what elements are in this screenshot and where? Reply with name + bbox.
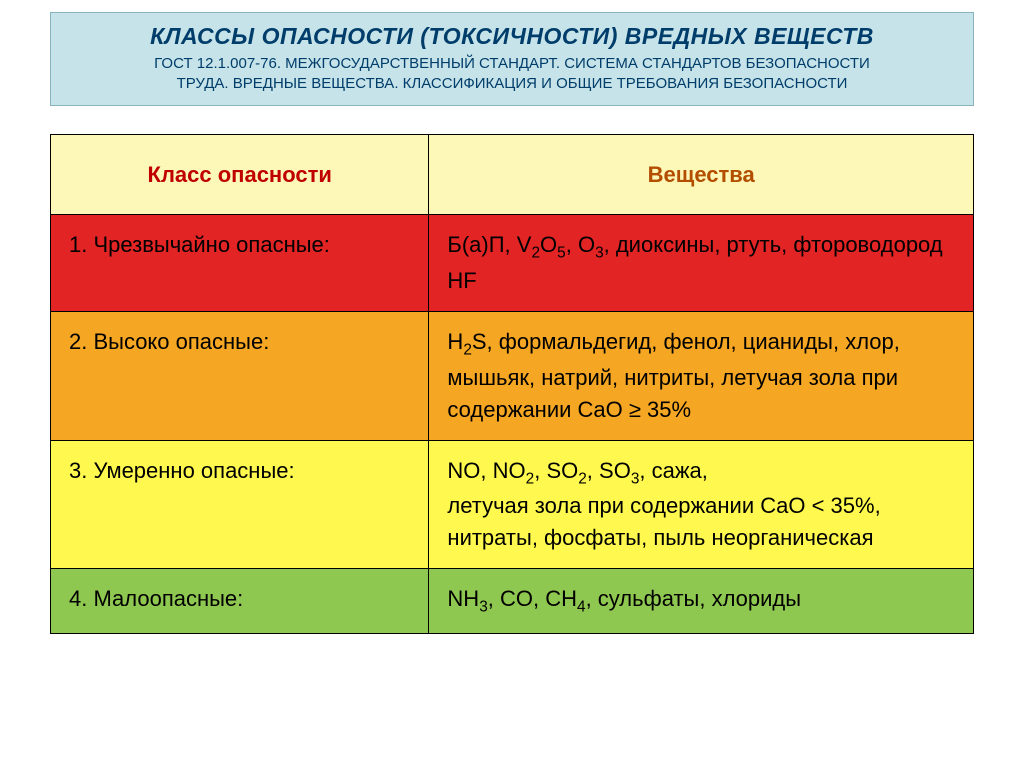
header-cell-class: Класс опасности [51, 134, 429, 215]
substances-cell: NH3, CO, CH4, сульфаты, хлориды [429, 569, 974, 634]
class-label-cell: 1. Чрезвычайно опасные: [51, 215, 429, 312]
class-label-cell: 2. Высоко опасные: [51, 312, 429, 441]
table-row: 4. Малоопасные: NH3, CO, CH4, сульфаты, … [51, 569, 974, 634]
title-main: КЛАССЫ ОПАСНОСТИ (ТОКСИЧНОСТИ) ВРЕДНЫХ В… [71, 23, 953, 50]
table-header-row: Класс опасности Вещества [51, 134, 974, 215]
title-sub-line2: ТРУДА. ВРЕДНЫЕ ВЕЩЕСТВА. КЛАССИФИКАЦИЯ И… [177, 75, 848, 92]
title-sub-line1: ГОСТ 12.1.007-76. МЕЖГОСУДАРСТВЕННЫЙ СТА… [154, 55, 870, 72]
table-row: 1. Чрезвычайно опасные: Б(а)П, V2O5, O3,… [51, 215, 974, 312]
hazard-class-table: Класс опасности Вещества 1. Чрезвычайно … [50, 134, 974, 634]
header-box: КЛАССЫ ОПАСНОСТИ (ТОКСИЧНОСТИ) ВРЕДНЫХ В… [50, 12, 974, 106]
substances-cell: H2S, формальдегид, фенол, цианиды, хлор,… [429, 312, 974, 441]
title-sub: ГОСТ 12.1.007-76. МЕЖГОСУДАРСТВЕННЫЙ СТА… [71, 54, 953, 95]
table-row: 2. Высоко опасные: H2S, формальдегид, фе… [51, 312, 974, 441]
header-cell-substances: Вещества [429, 134, 974, 215]
substances-cell: Б(а)П, V2O5, O3, диоксины, ртуть, фторов… [429, 215, 974, 312]
substances-cell: NO, NO2, SO2, SO3, сажа,летучая зола при… [429, 440, 974, 569]
table-row: 3. Умеренно опасные: NO, NO2, SO2, SO3, … [51, 440, 974, 569]
class-label-cell: 3. Умеренно опасные: [51, 440, 429, 569]
class-label-cell: 4. Малоопасные: [51, 569, 429, 634]
